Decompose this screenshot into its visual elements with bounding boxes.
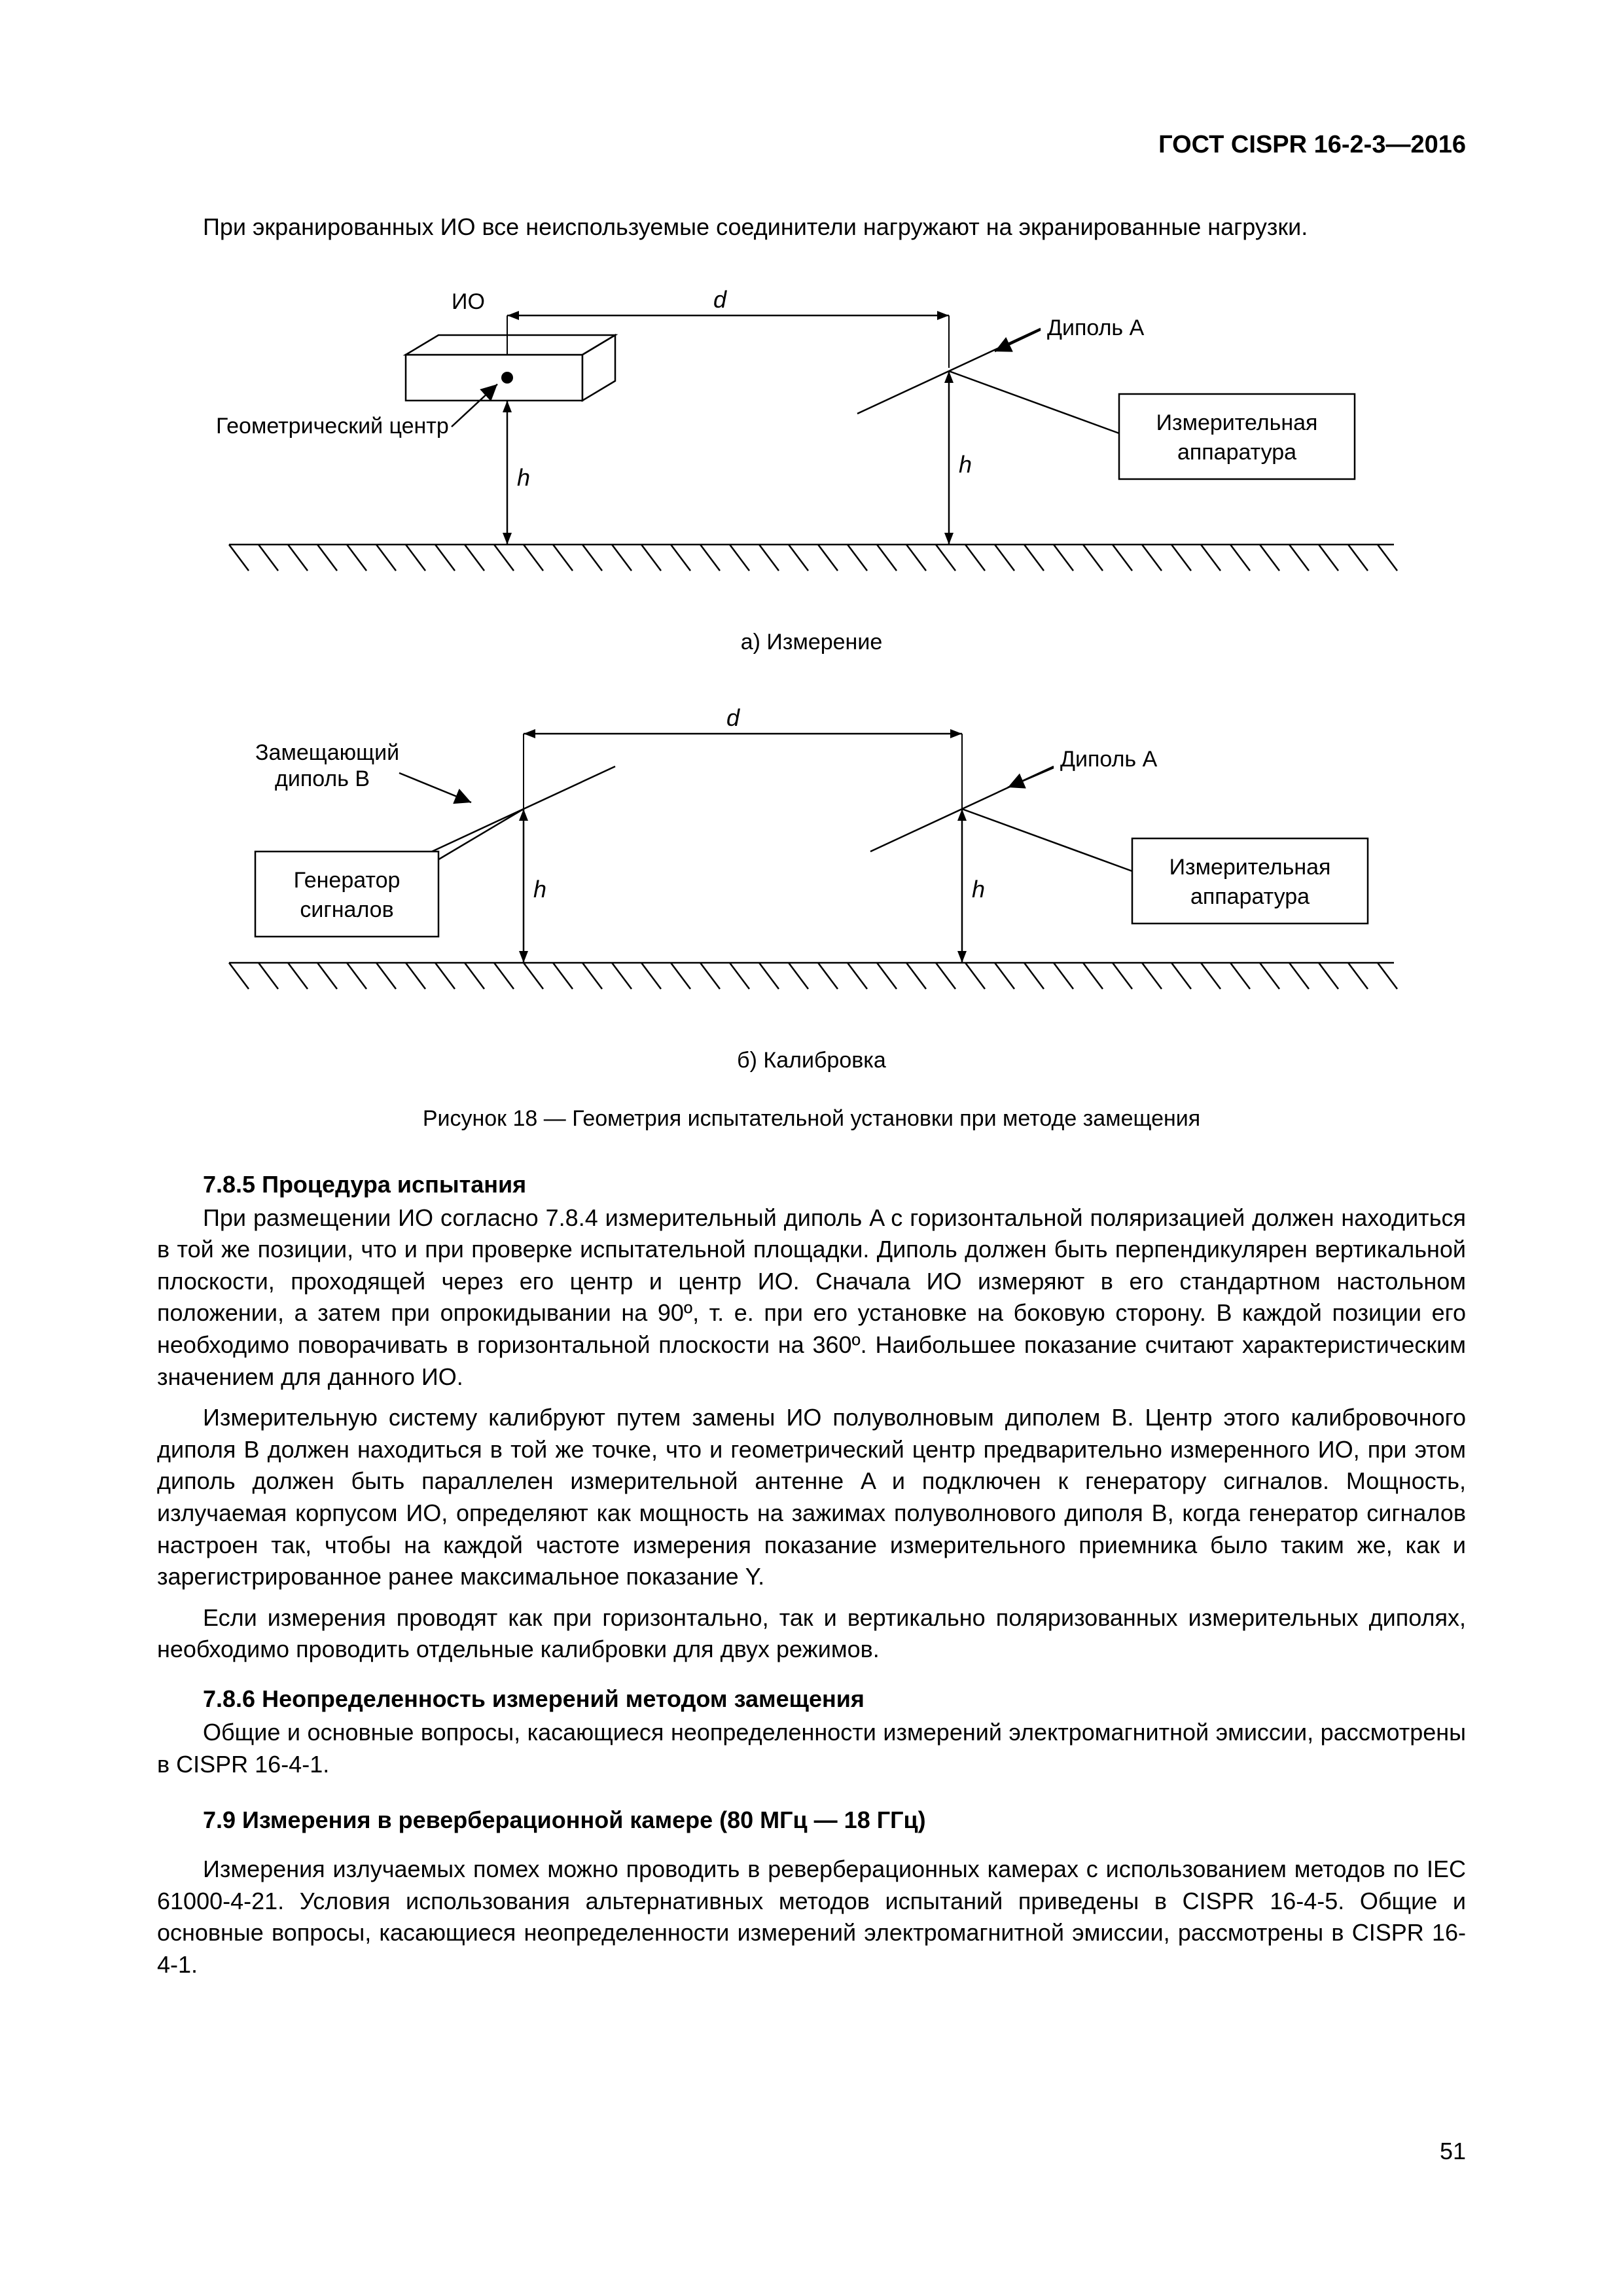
- heading-785: 7.8.5 Процедура испытания: [157, 1171, 1466, 1198]
- label-siggen1: Генератор: [294, 868, 401, 893]
- label-dipole-a-fig-b: Диполь A: [1060, 747, 1158, 772]
- para-79-1: Измерения излучаемых помех можно проводи…: [157, 1854, 1466, 1981]
- label-h2-a: h: [959, 451, 972, 478]
- heading-786: 7.8.6 Неопределенность измерений методом…: [157, 1685, 1466, 1713]
- figure-b-caption: б) Калибровка: [157, 1048, 1466, 1073]
- label-meas-app-b2: аппаратура: [1190, 884, 1310, 909]
- para-785-1: При размещении ИО согласно 7.8.4 измерит…: [157, 1202, 1466, 1393]
- figure-b-diagram: Замещающий диполь B d Диполь A h h Генер…: [190, 688, 1433, 1028]
- label-meas-app-a1: Измерительная: [1156, 410, 1318, 435]
- label-d-b: d: [726, 704, 740, 731]
- label-sub-dipole-b2: диполь B: [275, 766, 370, 791]
- label-meas-app-b1: Измерительная: [1169, 855, 1331, 880]
- label-io: ИО: [452, 289, 485, 314]
- figure-title: Рисунок 18 — Геометрия испытательной уст…: [157, 1106, 1466, 1132]
- para-785-3: Если измерения проводят как при горизонт…: [157, 1602, 1466, 1666]
- heading-79: 7.9 Измерения в реверберационной камере …: [157, 1806, 1466, 1834]
- label-meas-app-a2: аппаратура: [1177, 440, 1296, 465]
- label-siggen2: сигналов: [300, 897, 393, 922]
- figure-a-caption: a) Измерение: [157, 630, 1466, 655]
- label-dipole-a-fig-a: Диполь A: [1047, 315, 1145, 340]
- doc-header: ГОСТ CISPR 16-2-3—2016: [157, 131, 1466, 159]
- label-h1-a: h: [517, 464, 530, 491]
- label-h2-b: h: [972, 876, 985, 903]
- label-geom-center: Геометрический центр: [216, 414, 449, 439]
- label-sub-dipole-b1: Замещающий: [255, 740, 399, 765]
- para-785-2: Измерительную систему калибруют путем за…: [157, 1402, 1466, 1593]
- page-number: 51: [1440, 2138, 1466, 2165]
- figure-a-diagram: ИО Геометрический центр h d Диполь A h И…: [190, 270, 1433, 610]
- label-h1-b: h: [533, 876, 546, 903]
- label-d-a: d: [713, 286, 727, 313]
- para-786-1: Общие и основные вопросы, касающиеся нео…: [157, 1717, 1466, 1780]
- intro-paragraph: При экранированных ИО все неиспользуемые…: [157, 211, 1466, 243]
